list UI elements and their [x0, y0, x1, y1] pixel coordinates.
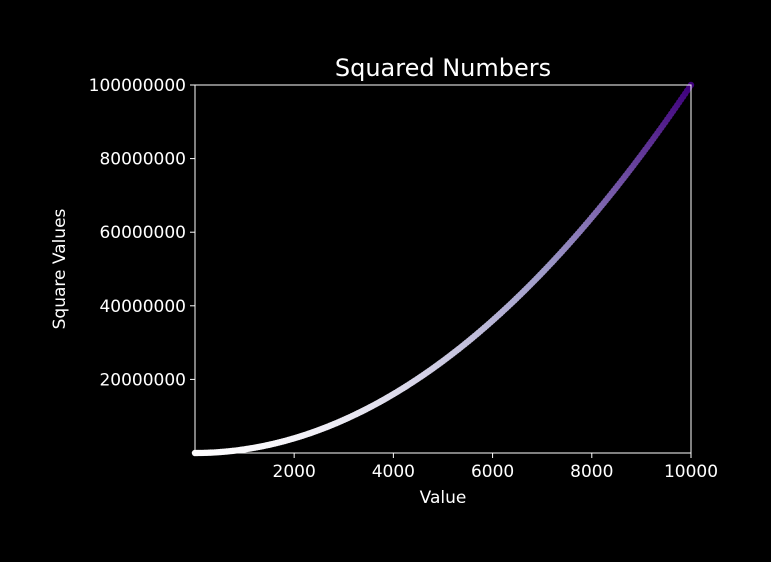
y-axis-label: Square Values	[50, 208, 70, 329]
y-tick-label: 40000000	[99, 297, 186, 317]
x-tick-label: 10000	[664, 462, 718, 482]
x-axis-ticks: 2000 4000 6000 8000 10000	[273, 453, 718, 482]
y-tick-label: 60000000	[99, 223, 186, 243]
y-tick-label: 20000000	[99, 370, 186, 390]
data-points	[191, 81, 695, 457]
x-tick-label: 4000	[372, 462, 415, 482]
y-tick-label: 80000000	[99, 150, 186, 170]
x-axis-label: Value	[420, 488, 467, 508]
y-tick-label: 100000000	[89, 76, 186, 96]
chart-title: Squared Numbers	[335, 54, 551, 82]
plot-area-frame	[194, 84, 692, 454]
x-tick-label: 6000	[471, 462, 514, 482]
y-axis-ticks: 20000000 40000000 60000000 80000000 10000000…	[89, 76, 195, 390]
x-tick-label: 8000	[570, 462, 613, 482]
x-tick-label: 2000	[273, 462, 316, 482]
